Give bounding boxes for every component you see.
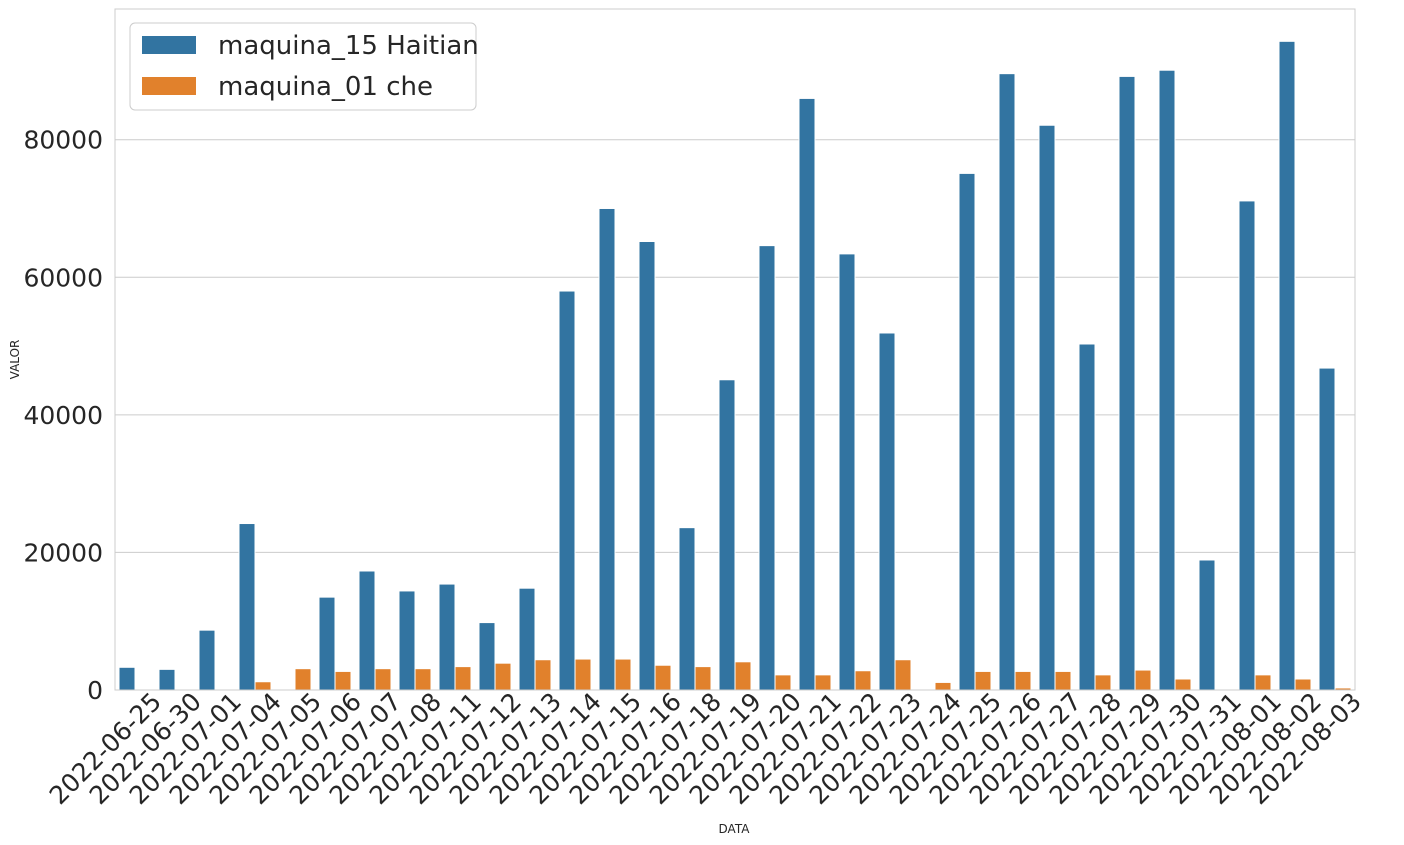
bar-series-1 <box>1318 367 1336 691</box>
bar-series-1 <box>718 379 736 691</box>
bar-series-2 <box>1134 669 1152 691</box>
y-tick-label: 40000 <box>23 401 103 430</box>
bar-series-2 <box>854 670 872 691</box>
legend-box <box>129 22 477 111</box>
bar-series-2 <box>894 659 912 691</box>
bar-series-1 <box>1278 40 1296 691</box>
bar-series-1 <box>678 527 696 691</box>
y-axis-title: VALOR <box>8 340 22 380</box>
bar-series-1 <box>198 629 216 691</box>
bar-series-1 <box>838 253 856 691</box>
x-tick-labels: 2022-06-252022-06-302022-07-012022-07-04… <box>44 687 1367 810</box>
bar-series-2 <box>934 681 952 691</box>
bar-series-2 <box>574 658 592 691</box>
bar-series-1 <box>1038 124 1056 691</box>
bar-series-2 <box>1014 670 1032 691</box>
bar-series-1 <box>518 587 536 691</box>
bar-series-2 <box>414 668 432 691</box>
bar-series-2 <box>974 670 992 691</box>
y-tick-label: 60000 <box>23 263 103 292</box>
bar-series-1 <box>1158 69 1176 691</box>
x-axis-title: DATA <box>719 822 751 836</box>
bar-series-2 <box>654 664 672 691</box>
bar-series-1 <box>1078 343 1096 691</box>
bar-series-2 <box>1094 674 1112 691</box>
bar-series-2 <box>1054 670 1072 691</box>
y-tick-label: 80000 <box>23 126 103 155</box>
bar-series-1 <box>1238 200 1256 691</box>
plot-frame <box>114 8 1356 691</box>
bar-series-1 <box>558 290 576 691</box>
bar-series-1 <box>318 596 336 691</box>
bar-series-1 <box>1198 559 1216 691</box>
legend-label: maquina_15 Haitian <box>218 31 479 61</box>
bar-series-2 <box>454 666 472 691</box>
bar-series-2 <box>334 670 352 691</box>
bar-series-2 <box>534 659 552 691</box>
bar-series-2 <box>494 662 512 691</box>
bar-series-2 <box>734 661 752 691</box>
bar-series-2 <box>1174 678 1192 691</box>
bar-series-1 <box>1118 75 1136 691</box>
bar-series-1 <box>158 668 176 691</box>
bar-series-1 <box>438 583 456 691</box>
bar-series-1 <box>598 207 616 691</box>
bar-series-1 <box>358 570 376 691</box>
plot-border <box>114 8 1356 691</box>
bar-series-1 <box>238 523 256 691</box>
bar-series-1 <box>798 97 816 691</box>
y-tick-label: 0 <box>87 676 103 705</box>
bar-series-1 <box>878 332 896 691</box>
legend: maquina_15 Haitian maquina_01 che <box>129 22 479 111</box>
bar-series-1 <box>998 73 1016 691</box>
bar-series-2 <box>1254 674 1272 691</box>
bar-series-2 <box>614 658 632 691</box>
bar-series-1 <box>758 245 776 691</box>
y-tick-labels: 0 20000 40000 60000 80000 <box>23 126 103 705</box>
bar-series-1 <box>478 622 496 691</box>
bar-series-2 <box>254 681 272 691</box>
bar-series-2 <box>774 674 792 691</box>
bar-series-1 <box>118 666 136 691</box>
y-tick-label: 20000 <box>23 538 103 567</box>
bar-series-1 <box>398 590 416 691</box>
legend-swatch <box>142 77 196 95</box>
bar-series-2 <box>294 668 312 691</box>
bars <box>118 40 1352 691</box>
bar-series-2 <box>814 674 832 691</box>
bar-series-2 <box>374 668 392 691</box>
legend-label: maquina_01 che <box>218 72 433 102</box>
bar-series-2 <box>694 666 712 691</box>
legend-swatch <box>142 36 196 54</box>
bar-series-1 <box>958 172 976 691</box>
bar-series-1 <box>638 241 656 691</box>
bar-series-2 <box>1294 678 1312 691</box>
